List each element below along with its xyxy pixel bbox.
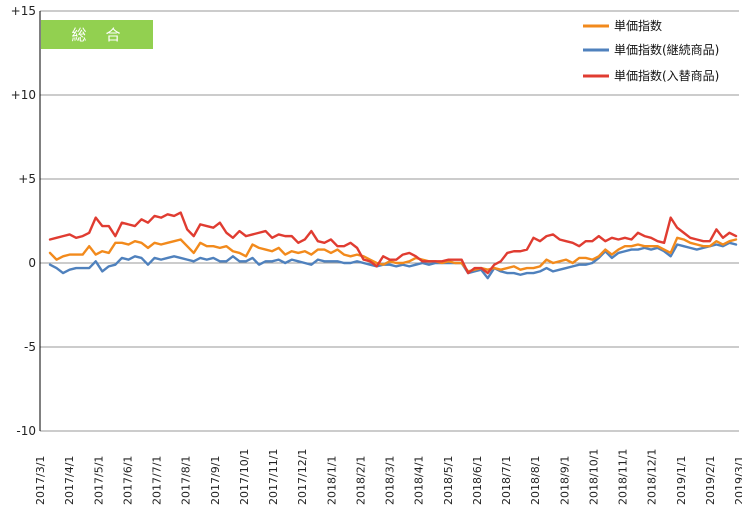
x-tick-label: 2017/9/1 xyxy=(209,456,222,505)
x-tick-label: 2019/1/1 xyxy=(675,456,688,505)
x-tick-label: 2018/7/1 xyxy=(500,456,513,505)
x-tick-label: 2017/10/1 xyxy=(238,449,251,505)
x-tick-label: 2018/4/1 xyxy=(413,456,426,505)
x-tick-label: 2017/7/1 xyxy=(151,456,164,505)
x-tick-label: 2017/4/1 xyxy=(63,456,76,505)
x-axis-ticks: 2017/3/1 2017/4/1 2017/5/1 2017/6/1 2017/7/1… xyxy=(34,449,742,505)
badge-background xyxy=(41,20,153,49)
y-tick-label: +10 xyxy=(11,88,36,102)
x-tick-label: 2018/2/1 xyxy=(354,456,367,505)
x-tick-label: 2017/3/1 xyxy=(34,456,47,505)
series-line-2 xyxy=(48,211,738,275)
x-tick-label: 2018/1/1 xyxy=(325,456,338,505)
x-tick-label: 2017/6/1 xyxy=(121,456,134,505)
y-tick-label: +15 xyxy=(11,4,36,18)
x-tick-label: 2018/12/1 xyxy=(646,449,659,505)
y-axis-ticks: -10 -5 0 +5 +10 +15 xyxy=(11,4,36,438)
grid-lines xyxy=(40,10,739,432)
legend-label: 単価指数(継続商品) xyxy=(614,42,719,57)
x-tick-label: 2018/10/1 xyxy=(587,449,600,505)
legend-label: 単価指数(入替商品) xyxy=(614,68,719,83)
x-tick-label: 2018/6/1 xyxy=(471,456,484,505)
y-tick-label: 0 xyxy=(28,256,36,270)
series-line-0 xyxy=(48,236,738,273)
x-tick-label: 2017/8/1 xyxy=(180,456,193,505)
x-tick-label: 2018/3/1 xyxy=(384,456,397,505)
x-tick-label: 2017/5/1 xyxy=(92,456,105,505)
x-tick-label: 2018/5/1 xyxy=(442,456,455,505)
chart-badge: 総 合 xyxy=(41,20,153,49)
badge-label: 総 合 xyxy=(71,26,122,44)
x-tick-label: 2018/9/1 xyxy=(558,456,571,505)
y-tick-label: +5 xyxy=(18,172,36,186)
x-tick-label: 2019/3/1 xyxy=(733,456,742,505)
x-tick-label: 2017/12/1 xyxy=(296,449,309,505)
x-tick-label: 2019/2/1 xyxy=(704,456,717,505)
x-tick-label: 2018/8/1 xyxy=(529,456,542,505)
legend-label: 単価指数 xyxy=(614,18,662,33)
x-tick-label: 2018/11/1 xyxy=(617,449,630,505)
series-line-1 xyxy=(48,241,738,280)
series-layer xyxy=(48,211,738,280)
x-tick-label: 2017/11/1 xyxy=(267,449,280,505)
y-tick-label: -10 xyxy=(16,424,36,438)
y-tick-label: -5 xyxy=(24,340,36,354)
